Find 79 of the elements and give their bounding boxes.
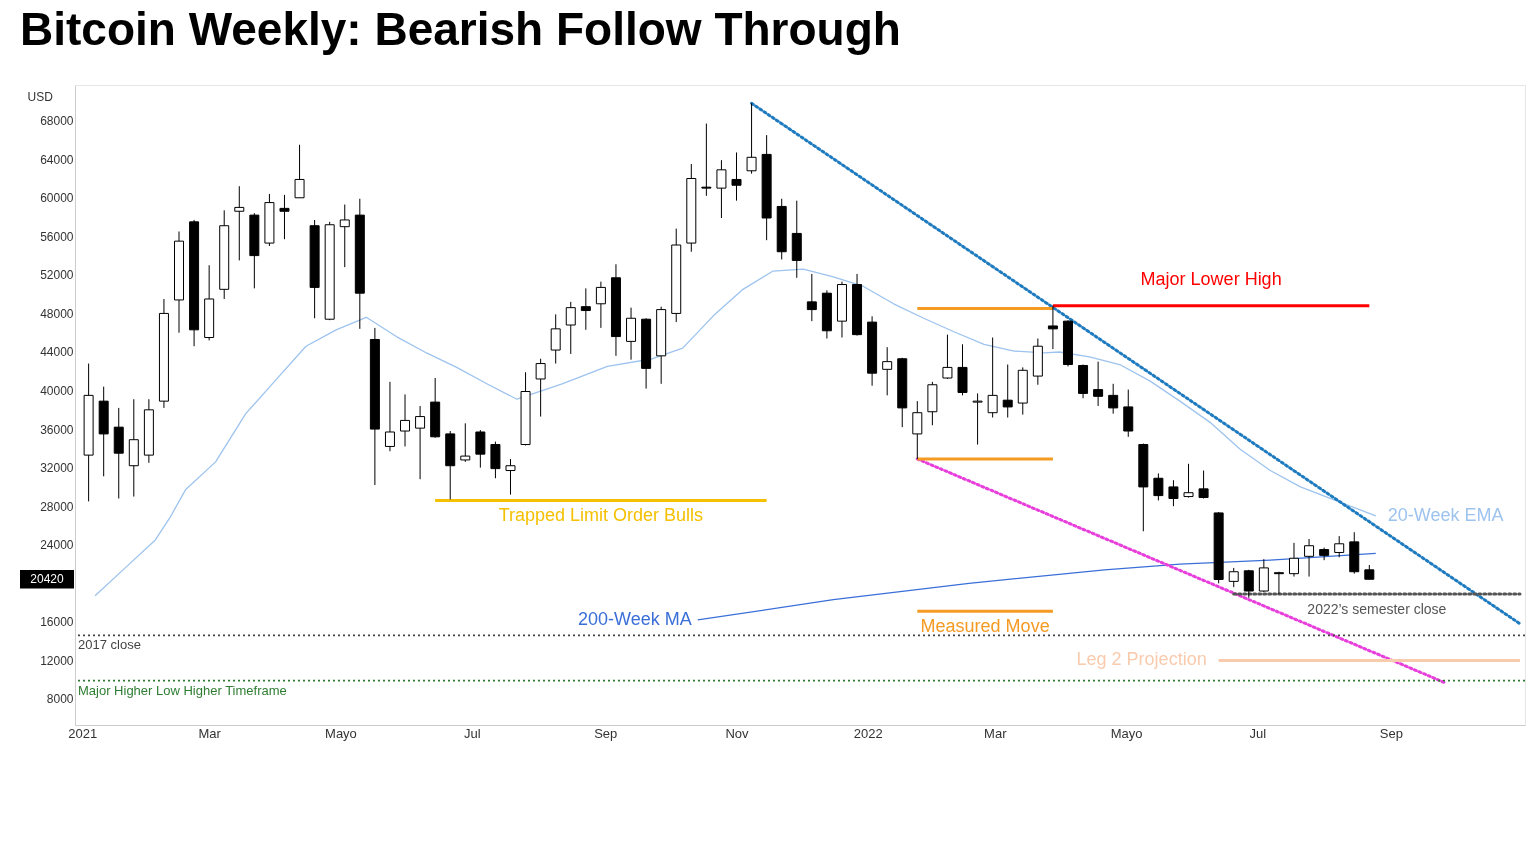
y-tick-label: 28000: [40, 499, 74, 514]
candlestick: [595, 281, 606, 329]
x-tick-label: 2021: [68, 725, 98, 741]
y-tick-label: 44000: [40, 345, 74, 360]
candlestick: [580, 287, 591, 331]
y-axis-title: USD: [27, 89, 54, 104]
candlestick: [1002, 364, 1013, 419]
candlestick: [1108, 383, 1119, 415]
y-tick-label: 40000: [40, 384, 74, 399]
candlestick: [746, 102, 757, 175]
y-tick-label: 60000: [40, 191, 74, 206]
y-tick-label: 12000: [40, 653, 74, 668]
candlestick: [535, 358, 546, 418]
series-label: 200-Week MA: [578, 608, 692, 629]
x-tick-label: 2022: [853, 725, 883, 741]
candlestick: [1093, 361, 1104, 407]
candlestick: [294, 144, 305, 199]
ref-line-label: 2017 close: [78, 637, 141, 653]
chart-title: Bitcoin Weekly: Bearish Follow Through: [20, 3, 901, 55]
candlestick: [415, 405, 426, 480]
candlestick: [626, 307, 637, 361]
y-tick-label: 52000: [40, 268, 74, 283]
candlestick: [1183, 463, 1194, 499]
candlestick: [1288, 542, 1299, 578]
y-tick-label: 32000: [40, 461, 74, 476]
candlestick: [505, 458, 516, 496]
x-tick-label: Sep: [1379, 725, 1403, 741]
candlestick: [882, 346, 893, 396]
series-label: 20-Week EMA: [1387, 504, 1504, 525]
series-label: Trapped Limit Order Bulls: [498, 505, 704, 526]
candlestick: [234, 185, 245, 261]
y-tick-label: 8000: [46, 692, 74, 707]
candlestick: [384, 381, 395, 452]
y-tick-label: 56000: [40, 229, 74, 244]
x-tick-label: Nov: [725, 725, 750, 741]
y-tick-label: 68000: [40, 114, 74, 129]
x-tick-label: Sep: [594, 725, 618, 741]
x-tick-label: Mar: [984, 725, 1008, 741]
x-tick-label: Mayo: [1110, 725, 1143, 741]
candlestick: [1334, 535, 1345, 558]
candlestick: [731, 151, 742, 202]
y-tick-label: 16000: [40, 615, 74, 630]
candlestick: [972, 392, 983, 446]
candlestick: [1047, 305, 1058, 350]
candlestick: [716, 159, 727, 219]
candlestick: [1198, 470, 1209, 499]
candlestick: [806, 273, 817, 322]
candlestick: [1153, 472, 1164, 501]
candlestick: [1168, 479, 1179, 507]
x-tick-label: Mayo: [325, 725, 357, 741]
y-tick-label: 64000: [40, 152, 74, 167]
candlestick: [550, 313, 561, 365]
series-label: Leg 2 Projection: [1076, 649, 1207, 670]
line-series: [94, 268, 1377, 597]
x-tick-label: Mar: [198, 725, 222, 741]
text: 20420: [30, 572, 65, 587]
x-tick-label: Jul: [1249, 725, 1267, 741]
candlestick: [339, 204, 350, 268]
series-label: Major Lower High: [1140, 268, 1282, 289]
series-label: Measured Move: [920, 616, 1050, 637]
candlestick: [942, 334, 953, 380]
candlestick: [400, 393, 411, 447]
y-tick-label: 24000: [40, 538, 74, 553]
ref-line-label: Major Higher Low Higher Timeframe: [78, 682, 287, 698]
candlestick: [475, 429, 486, 469]
x-tick-label: Jul: [463, 725, 481, 741]
y-tick-label: 36000: [40, 422, 74, 437]
candlestick: [1243, 569, 1254, 599]
candlestick: [912, 400, 923, 460]
candlestick: [1304, 538, 1315, 578]
candlestick: [1258, 558, 1269, 593]
candlestick: [987, 337, 998, 419]
candlestick: [565, 301, 576, 355]
candlestick: [460, 422, 471, 463]
y-tick-label: 48000: [40, 306, 74, 321]
candlestick: [1228, 567, 1239, 588]
series-label: 2022’s semester close: [1307, 600, 1447, 617]
candlestick: [701, 123, 712, 197]
candlestick: [279, 194, 290, 240]
